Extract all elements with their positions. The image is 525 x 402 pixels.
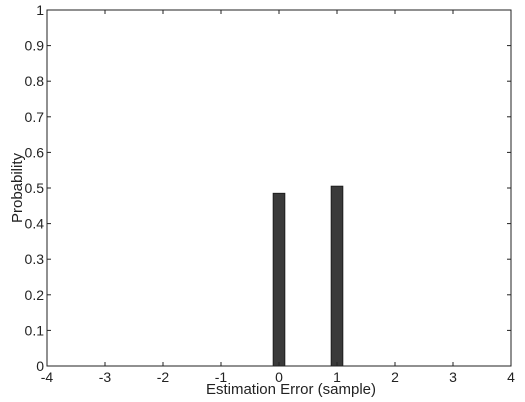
- x-tick-label: -4: [41, 369, 54, 385]
- x-tick-label: 3: [449, 369, 457, 385]
- x-tick-label: -1: [215, 369, 228, 385]
- x-axis-label: Estimation Error (sample): [206, 381, 376, 398]
- x-axis-ticks: -4 -3 -2 -1 0 1 2 3 4: [41, 10, 515, 385]
- y-tick-label: 0.2: [25, 287, 45, 303]
- y-tick-label: 0.4: [25, 216, 45, 232]
- y-tick-label: 0.7: [25, 109, 45, 125]
- y-axis-ticks: 0 0.1 0.2 0.3 0.4 0.5 0.6 0.7 0.8 0.9 1: [25, 2, 511, 374]
- y-tick-label: 1: [36, 2, 44, 18]
- bar-1: [330, 185, 344, 367]
- y-tick-label: 0.9: [25, 38, 45, 54]
- x-tick-label: 0: [275, 369, 283, 385]
- y-tick-label: 0.8: [25, 73, 45, 89]
- bar-0: [272, 192, 286, 367]
- x-tick-label: -3: [99, 369, 112, 385]
- x-tick-label: -2: [157, 369, 170, 385]
- y-tick-label: 0.3: [25, 251, 45, 267]
- y-tick-label: 0: [36, 358, 44, 374]
- y-tick-label: 0.5: [25, 180, 45, 196]
- y-tick-label: 0.1: [25, 322, 45, 338]
- x-tick-label: 4: [507, 369, 515, 385]
- y-axis-label: Probability: [9, 152, 26, 223]
- x-tick-label: 1: [333, 369, 341, 385]
- x-tick-label: 2: [391, 369, 399, 385]
- y-tick-label: 0.6: [25, 144, 45, 160]
